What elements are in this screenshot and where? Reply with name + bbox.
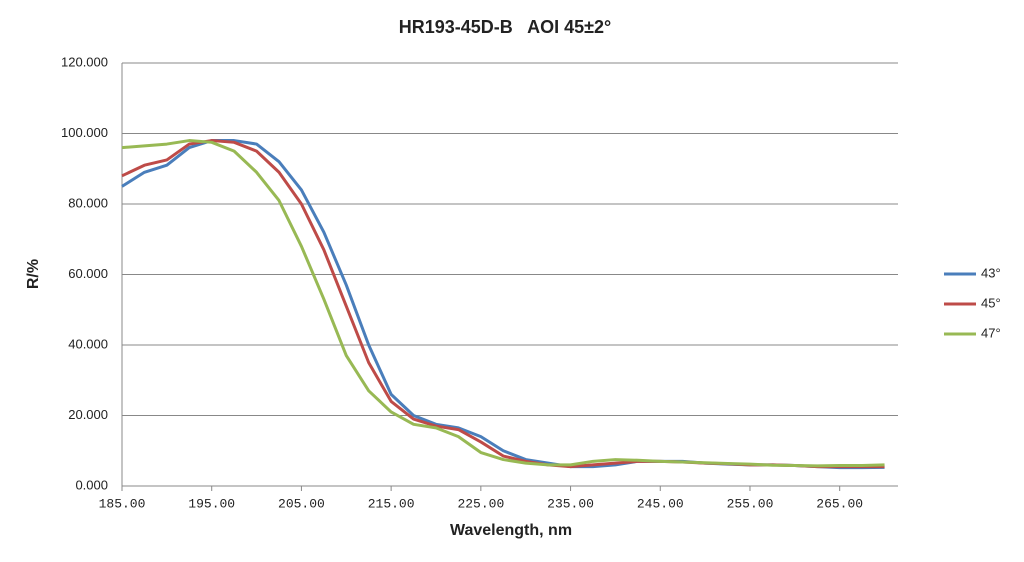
x-tick-label: 255.00 (727, 496, 774, 511)
series-line (121, 139, 885, 468)
x-tick-label: 235.00 (547, 496, 594, 511)
x-axis-label: Wavelength, nm (450, 522, 572, 539)
chart-title: HR193-45D-B AOI 45±2° (399, 17, 611, 37)
y-tick-label: 120.000 (61, 54, 108, 69)
legend-label: 43° (981, 265, 1001, 280)
legend-label: 45° (981, 295, 1001, 310)
series-line (121, 139, 885, 470)
x-tick-label: 215.00 (368, 496, 415, 511)
y-axis-label: R/% (25, 259, 42, 289)
y-tick-label: 40.000 (68, 336, 108, 351)
x-tick-label: 195.00 (188, 496, 235, 511)
legend-label: 47° (981, 325, 1001, 340)
x-tick-label: 265.00 (816, 496, 863, 511)
x-tick-label: 185.00 (99, 496, 146, 511)
y-tick-label: 100.000 (61, 125, 108, 140)
x-tick-label: 225.00 (457, 496, 504, 511)
x-tick-label: 245.00 (637, 496, 684, 511)
series-line (121, 139, 885, 469)
x-tick-label: 205.00 (278, 496, 325, 511)
y-tick-label: 80.000 (68, 195, 108, 210)
y-tick-label: 60.000 (68, 266, 108, 281)
y-tick-label: 0.000 (75, 477, 108, 492)
y-tick-label: 20.000 (68, 407, 108, 422)
